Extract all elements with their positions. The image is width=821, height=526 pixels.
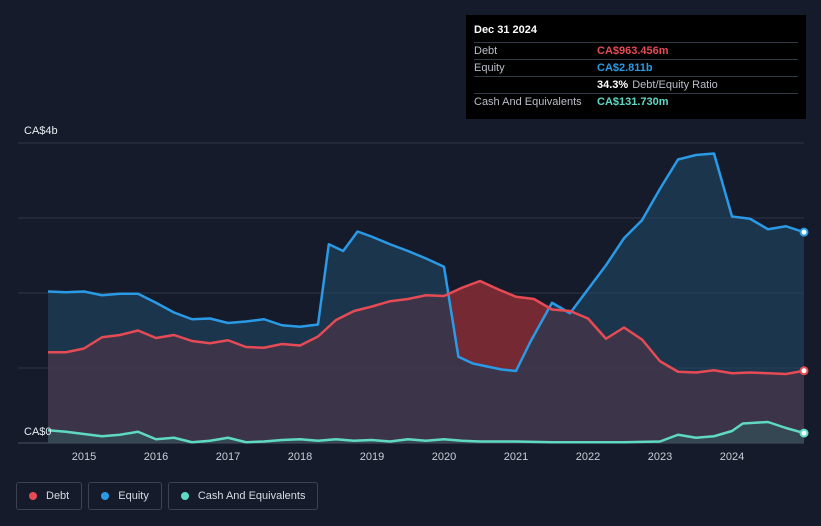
legend-equity-label: Equity — [118, 490, 149, 502]
series-areas — [48, 153, 804, 443]
cash-area — [48, 422, 804, 443]
cash-line — [47, 420, 805, 444]
tooltip-panel: Dec 31 2024 Debt CA$963.456m Equity CA$2… — [466, 15, 806, 119]
series-lines — [47, 152, 805, 444]
debt-line — [48, 279, 805, 376]
cash-end-marker — [799, 428, 809, 438]
debt-area — [48, 281, 804, 443]
equity-end-marker — [799, 227, 809, 237]
cash-dot-icon — [180, 492, 189, 500]
x-tick-label: 2016 — [144, 451, 168, 463]
tooltip-row-equity: Equity CA$2.811b — [474, 60, 798, 77]
tooltip-cash-value: CA$131.730m — [597, 96, 669, 108]
debt-dot-icon — [29, 492, 37, 500]
tooltip-debt-label: Debt — [474, 45, 498, 57]
tooltip-cash-label: Cash And Equivalents — [474, 96, 582, 108]
x-tick-label: 2023 — [648, 451, 672, 463]
legend-cash-label: Cash And Equivalents — [197, 490, 306, 502]
tooltip-date: Dec 31 2024 — [474, 24, 798, 43]
x-tick-label: 2020 — [432, 451, 456, 463]
chart-legend: Debt Equity Cash And Equivalents — [16, 482, 319, 510]
end-markers — [799, 227, 809, 438]
equity-line — [47, 152, 805, 373]
legend-item-debt[interactable]: Debt — [16, 482, 83, 510]
legend-debt-label: Debt — [46, 490, 70, 502]
tooltip-row-debt: Debt CA$963.456m — [474, 43, 798, 60]
equity-dot-icon — [101, 492, 110, 500]
x-tick-label: 2024 — [720, 451, 744, 463]
tooltip-ratio-value: 34.3% — [597, 79, 629, 91]
x-tick-label: 2019 — [360, 451, 384, 463]
debt-end-marker — [799, 366, 809, 376]
x-tick-label: 2018 — [288, 451, 312, 463]
tooltip-equity-value: CA$2.811b — [597, 62, 653, 74]
debt-exceeds-equity-area — [448, 281, 550, 371]
axis-labels: CA$0 CA$4b 2015 2016 2017 2018 2019 2020 2021 202… — [24, 125, 744, 463]
x-tick-label: 2017 — [216, 451, 240, 463]
x-tick-label: 2021 — [504, 451, 528, 463]
tooltip-ratio-label: Debt/Equity Ratio — [632, 79, 718, 91]
legend-item-equity[interactable]: Equity — [88, 482, 162, 510]
tooltip-equity-label: Equity — [474, 62, 505, 74]
y-tick-label: CA$0 — [24, 426, 52, 438]
x-tick-label: 2022 — [576, 451, 600, 463]
tooltip-row-cash: Cash And Equivalents CA$131.730m — [474, 94, 798, 110]
tooltip-debt-value: CA$963.456m — [597, 45, 669, 57]
x-tick-label: 2015 — [72, 451, 96, 463]
legend-item-cash[interactable]: Cash And Equivalents — [167, 482, 319, 510]
y-tick-label: CA$4b — [24, 125, 58, 137]
tooltip-row-ratio: 34.3% Debt/Equity Ratio — [474, 77, 798, 94]
